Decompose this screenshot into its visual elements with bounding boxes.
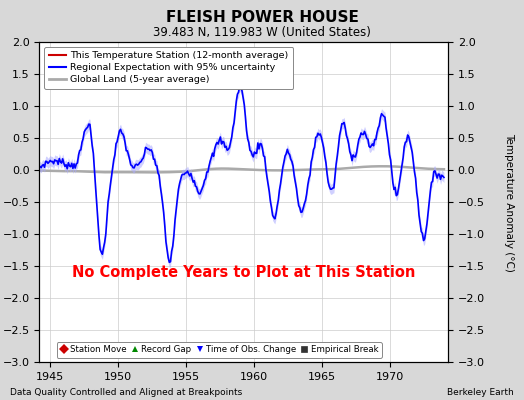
Text: No Complete Years to Plot at This Station: No Complete Years to Plot at This Statio… (72, 265, 416, 280)
Text: Data Quality Controlled and Aligned at Breakpoints: Data Quality Controlled and Aligned at B… (10, 388, 243, 397)
Y-axis label: Temperature Anomaly (°C): Temperature Anomaly (°C) (504, 132, 515, 272)
Legend: Station Move, Record Gap, Time of Obs. Change, Empirical Break: Station Move, Record Gap, Time of Obs. C… (57, 342, 381, 358)
Text: 39.483 N, 119.983 W (United States): 39.483 N, 119.983 W (United States) (153, 26, 371, 39)
Text: FLEISH POWER HOUSE: FLEISH POWER HOUSE (166, 10, 358, 25)
Text: Berkeley Earth: Berkeley Earth (447, 388, 514, 397)
